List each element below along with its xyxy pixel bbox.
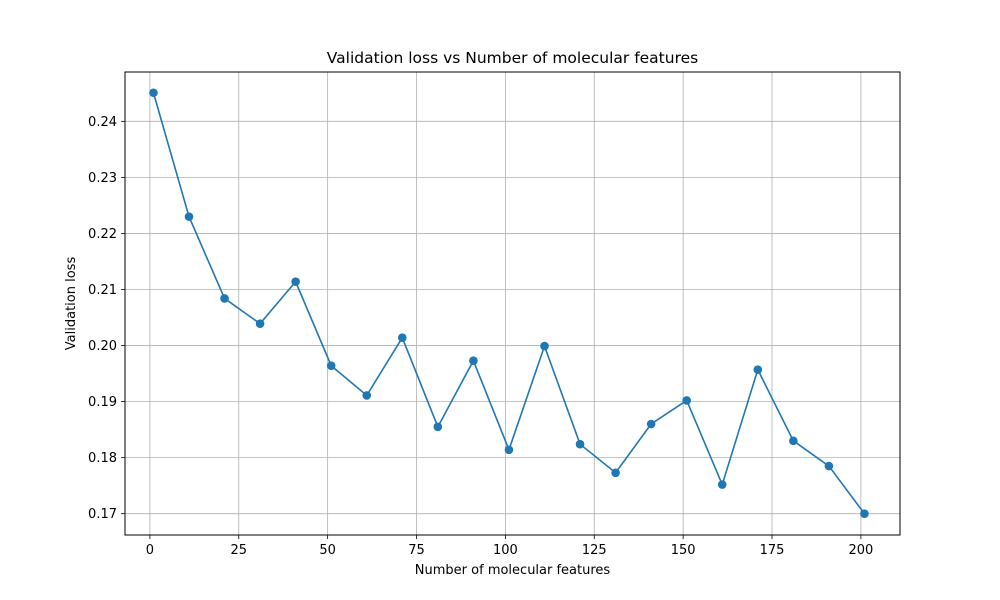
- data-point: [646, 419, 656, 429]
- data-point: [326, 361, 336, 371]
- chart-title: Validation loss vs Number of molecular f…: [327, 49, 698, 67]
- y-tick-label: 0.22: [88, 227, 117, 242]
- data-point: [717, 480, 727, 489]
- y-tick-label: 0.23: [88, 171, 117, 186]
- data-point: [397, 333, 407, 342]
- x-tick-label: 150: [671, 543, 696, 558]
- y-axis-label: Validation loss: [64, 257, 79, 351]
- data-point: [575, 439, 585, 449]
- y-tick-label: 0.18: [88, 451, 117, 466]
- data-point: [220, 294, 229, 303]
- data-point: [860, 509, 869, 518]
- plot-frame: [124, 71, 901, 536]
- y-tick-label: 0.17: [88, 507, 117, 522]
- data-point: [682, 396, 691, 405]
- data-point: [789, 436, 798, 446]
- x-tick-label: 0: [146, 543, 154, 558]
- x-tick-label: 200: [848, 543, 873, 558]
- data-point: [753, 365, 763, 374]
- x-axis: 0 25 50 75 100 125 150 175 200: [146, 535, 873, 558]
- y-tick-label: 0.24: [88, 115, 117, 130]
- x-tick-label: 75: [408, 543, 425, 558]
- x-tick-label: 125: [582, 543, 607, 558]
- x-tick-label: 100: [493, 543, 518, 558]
- data-point: [504, 445, 514, 455]
- data-point: [291, 277, 300, 286]
- data-point: [611, 468, 620, 478]
- data-point: [433, 422, 443, 432]
- y-tick-label: 0.19: [88, 395, 117, 410]
- x-axis-label: Number of molecular features: [415, 563, 611, 578]
- data-point: [469, 356, 478, 365]
- y-axis: 0.17 0.18 0.19 0.20 0.21 0.22 0.23 0.24: [88, 115, 125, 522]
- x-tick-label: 25: [230, 543, 247, 558]
- y-tick-label: 0.21: [88, 283, 117, 298]
- data-point: [540, 341, 549, 351]
- grid-lines: [125, 72, 900, 535]
- data-point: [184, 212, 194, 221]
- data-point: [824, 461, 834, 471]
- x-tick-label: 50: [319, 543, 336, 558]
- data-point: [149, 88, 158, 98]
- data-point: [255, 319, 265, 328]
- series-group: [149, 88, 869, 518]
- x-tick-label: 175: [760, 543, 785, 558]
- y-tick-label: 0.20: [88, 339, 117, 354]
- data-point: [362, 391, 372, 400]
